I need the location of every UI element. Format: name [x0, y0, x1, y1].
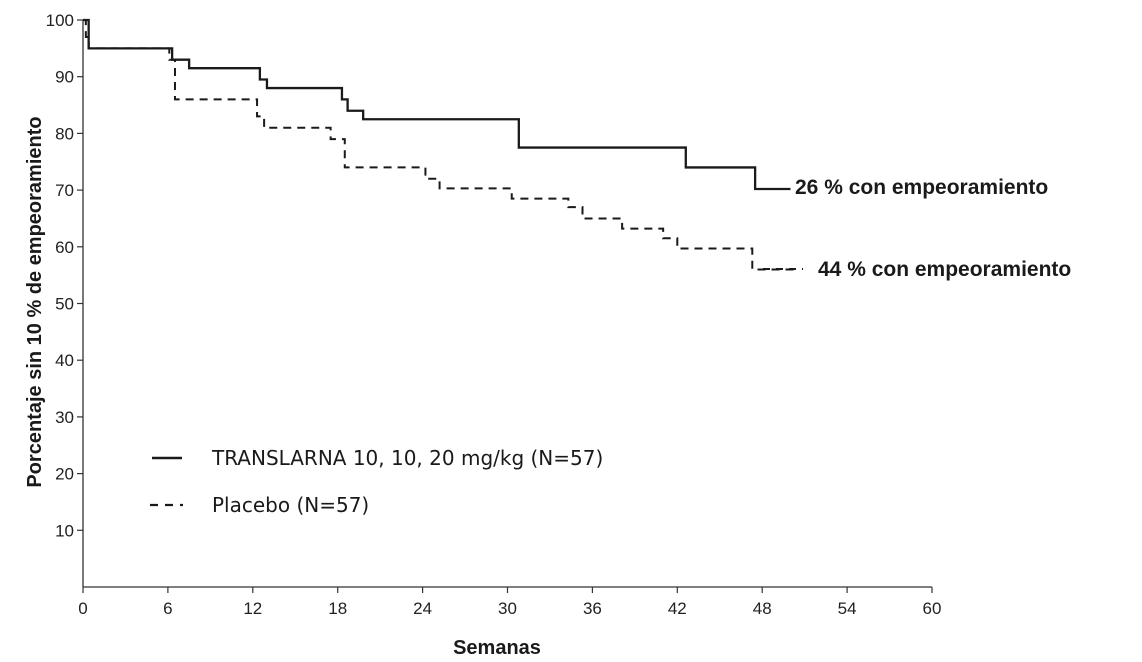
y-tick-label: 60	[55, 238, 74, 257]
x-tick-label: 42	[668, 599, 687, 618]
x-tick-label: 60	[923, 599, 942, 618]
x-tick-label: 12	[243, 599, 262, 618]
placebo-line	[83, 19, 798, 271]
x-tick-label: 24	[413, 599, 432, 618]
y-tick-label: 100	[46, 11, 74, 30]
chart-axes	[82, 20, 932, 588]
x-tick-label: 6	[163, 599, 172, 618]
y-tick-label: 80	[55, 124, 74, 143]
y-axis-title: Porcentaje sin 10 % de empeoramiento	[24, 116, 46, 487]
annotation-placebo: 44 % con empeoramiento	[818, 258, 1071, 281]
x-ticks: 0 6 12 18 24 30 36 42 48 54 60	[78, 587, 941, 618]
y-tick-label: 10	[55, 521, 74, 540]
y-tick-label: 70	[55, 181, 74, 200]
y-tick-label: 20	[55, 465, 74, 484]
y-tick-label: 90	[55, 68, 74, 87]
x-tick-label: 18	[328, 599, 347, 618]
legend-label-translarna: TRANSLARNA 10, 10, 20 mg/kg (N=57)	[211, 446, 603, 470]
x-tick-label: 30	[498, 599, 517, 618]
y-tick-label: 40	[55, 351, 74, 370]
y-tick-label: 30	[55, 408, 74, 427]
x-tick-label: 36	[583, 599, 602, 618]
legend: TRANSLARNA 10, 10, 20 mg/kg (N=57) Place…	[150, 446, 603, 517]
x-tick-label: 54	[838, 599, 857, 618]
y-ticks: 10 20 30 40 50 60 70 80 90 100	[46, 11, 83, 540]
annotation-translarna: 26 % con empeoramiento	[795, 176, 1048, 199]
x-tick-label: 48	[753, 599, 772, 618]
x-axis-title: Semanas	[453, 637, 541, 659]
translarna-line	[83, 18, 791, 191]
y-tick-label: 50	[55, 295, 74, 314]
legend-label-placebo: Placebo (N=57)	[212, 493, 369, 517]
x-tick-label: 0	[78, 599, 87, 618]
series-lines	[83, 18, 798, 271]
